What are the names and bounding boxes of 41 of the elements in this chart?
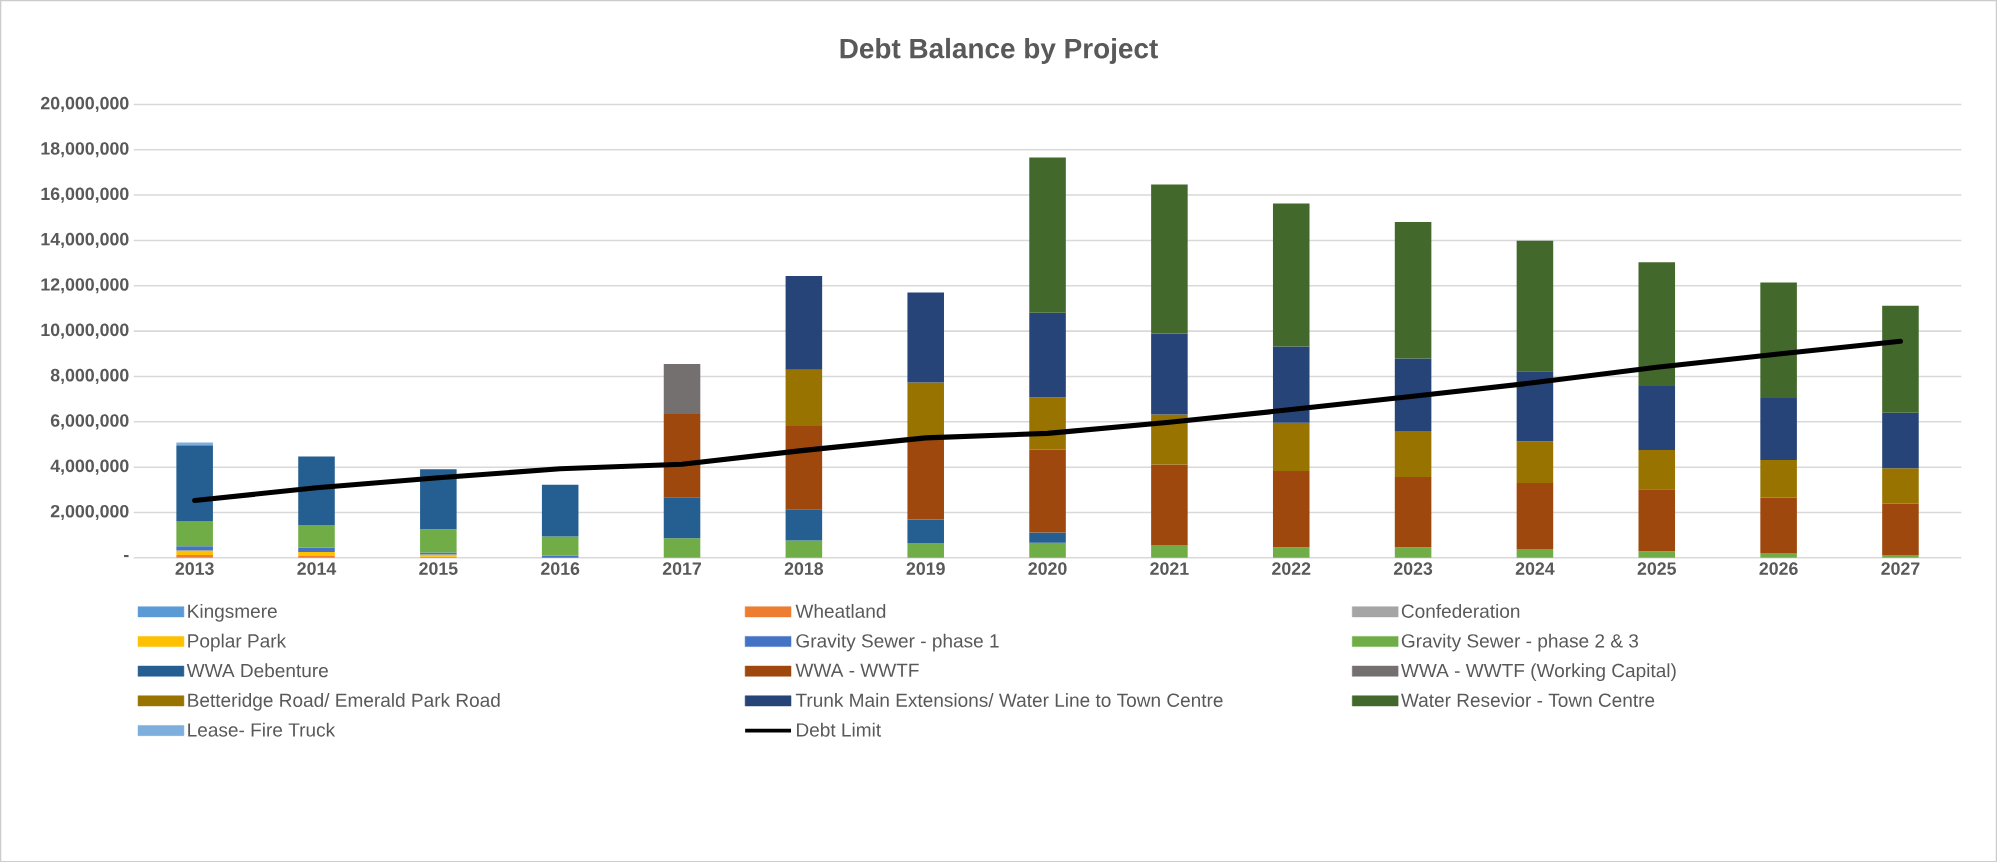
y-tick-label: 4,000,000 [50,459,129,475]
legend-label: Betteridge Road/ Emerald Park Road [188,692,500,711]
x-tick-label: 2020 [1028,562,1067,575]
legend-label: Debt Limit [797,722,881,737]
legend-label: Wheatland [795,603,886,618]
x-tick-label: 2027 [1881,562,1920,575]
y-tick-label: 14,000,000 [41,232,129,248]
x-tick-label: 2021 [1150,562,1189,575]
legend-label: Confederation [1401,603,1520,618]
legend-label: WWA - WWTF (Working Capital) [1400,663,1676,681]
x-tick-label: 2026 [1759,562,1798,575]
legend-label: WWA Debenture [186,663,328,678]
x-tick-label: 2014 [297,562,337,575]
legend-label: Water Resevior - Town Centre [1400,692,1655,707]
x-tick-label: 2015 [419,562,458,575]
legend-label: Gravity Sewer - phase 1 [796,633,999,652]
y-tick-label: - [124,554,129,558]
x-tick-label: 2022 [1272,562,1311,575]
legend-label: Poplar Park [188,633,287,652]
y-tick-label: 6,000,000 [50,414,129,430]
x-tick-label: 2016 [541,562,580,575]
legend-label: Gravity Sewer - phase 2 & 3 [1401,633,1639,652]
y-tick-label: 2,000,000 [50,504,129,520]
x-tick-label: 2013 [175,562,214,575]
x-tick-label: 2019 [906,562,945,575]
legend-label: Lease- Fire Truck [188,722,336,737]
y-tick-label: 20,000,000 [40,96,129,112]
y-tick-label: 18,000,000 [41,142,129,158]
x-tick-label: 2018 [784,562,824,575]
x-tick-label: 2024 [1515,562,1555,575]
x-tick-label: 2025 [1637,562,1677,575]
x-tick-label: 2017 [662,562,701,575]
y-tick-label: 8,000,000 [50,368,129,384]
legend-label: Kingsmere [188,603,277,622]
y-tick-label: 12,000,000 [41,278,129,294]
x-tick-label: 2023 [1393,562,1433,575]
y-tick-label: 16,000,000 [41,187,129,203]
chart-title: Debt Balance by Project [840,37,1158,64]
legend-label: Trunk Main Extensions/ Water Line to Town Centre [795,692,1223,707]
legend-label: WWA - WWTF [795,663,919,677]
y-tick-label: 10,000,000 [41,323,129,339]
